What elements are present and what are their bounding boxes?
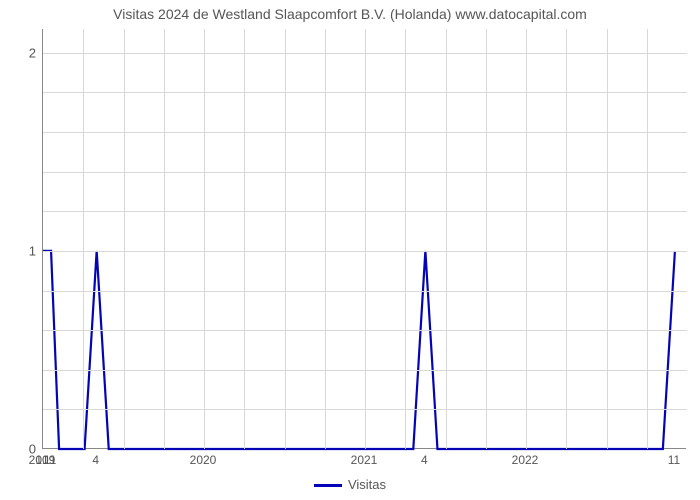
chart-container: Visitas 2024 de Westland Slaapcomfort B.… [0, 0, 700, 500]
point-label: 4 [421, 453, 428, 467]
grid-horizontal [43, 291, 687, 292]
point-label: 4 [92, 453, 99, 467]
y-tick-label: 1 [29, 243, 36, 258]
grid-horizontal [43, 409, 687, 410]
legend-swatch [314, 484, 342, 487]
grid-horizontal [43, 370, 687, 371]
legend: Visitas [0, 477, 700, 492]
grid-horizontal [43, 53, 687, 54]
point-label: 11 [44, 453, 56, 467]
y-tick-label: 2 [29, 45, 36, 60]
grid-horizontal [43, 132, 687, 133]
plot-area [42, 29, 686, 449]
grid-horizontal [43, 211, 687, 212]
x-tick-label: 2022 [512, 453, 539, 467]
legend-label: Visitas [348, 477, 386, 492]
x-tick-label: 2020 [190, 453, 217, 467]
point-label: 11 [668, 453, 680, 467]
chart-title: Visitas 2024 de Westland Slaapcomfort B.… [0, 6, 700, 22]
series-line [43, 251, 675, 449]
x-tick-label: 2021 [351, 453, 378, 467]
grid-horizontal [43, 251, 687, 252]
grid-horizontal [43, 330, 687, 331]
grid-horizontal [43, 172, 687, 173]
grid-horizontal [43, 92, 687, 93]
